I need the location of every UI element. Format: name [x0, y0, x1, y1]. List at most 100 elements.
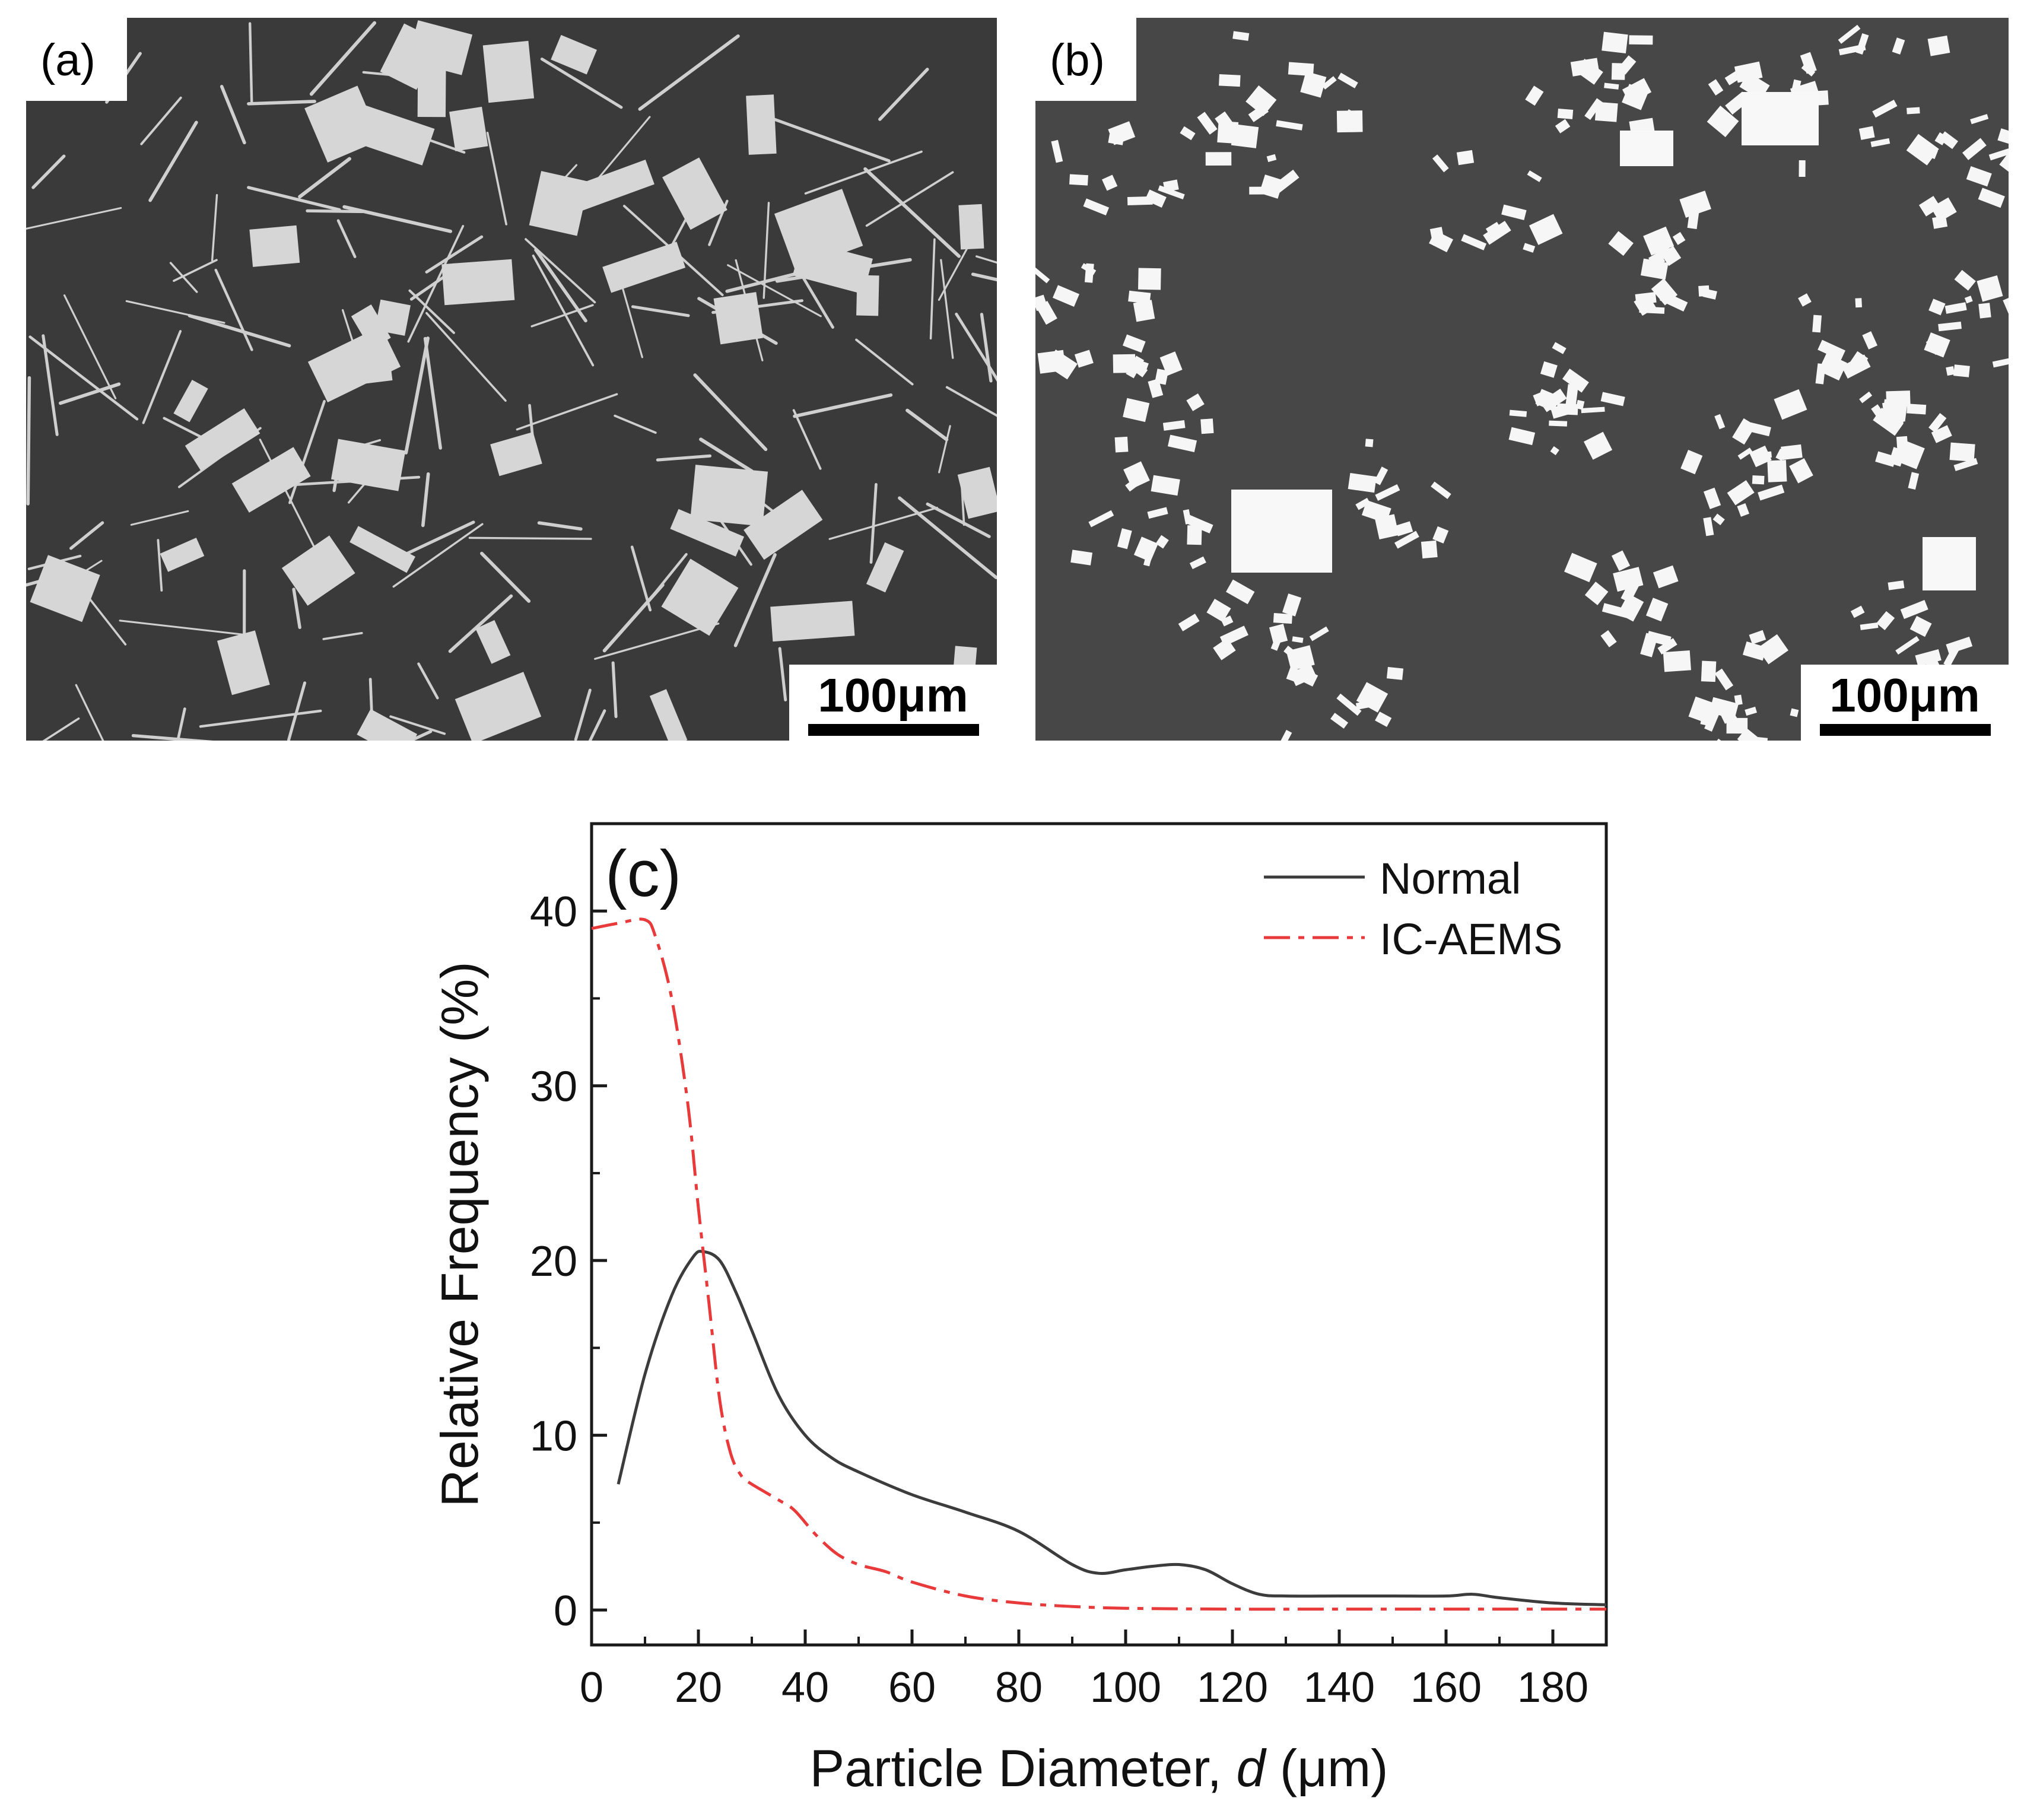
bright-particle — [1456, 150, 1475, 166]
block-particle — [249, 225, 300, 267]
bright-particle — [1483, 221, 1511, 245]
bright-particle — [1386, 666, 1404, 680]
bright-particle — [1687, 205, 1700, 230]
y-axis-label: Relative Frequency (%) — [430, 961, 489, 1507]
needle-particle — [619, 280, 643, 358]
bright-particle — [1714, 668, 1734, 691]
needle-particle — [298, 157, 352, 199]
needle-particle — [699, 437, 754, 474]
x-tick-label: 80 — [995, 1664, 1043, 1711]
bright-particle — [1300, 71, 1327, 98]
bright-particle — [1915, 649, 1942, 667]
bright-particle — [1045, 349, 1078, 380]
bright-particle — [1151, 475, 1180, 496]
bright-particle — [1584, 98, 1603, 120]
needle-particle — [63, 294, 117, 399]
bright-particle — [1781, 444, 1803, 460]
block-particle — [713, 292, 763, 345]
bright-particle — [1155, 535, 1169, 549]
scale-bar-b: 100μm — [1801, 665, 2009, 741]
x-tick-label: 160 — [1410, 1664, 1482, 1711]
bright-particle — [1117, 528, 1132, 550]
bright-particle — [1848, 351, 1869, 372]
bright-particle — [1374, 466, 1388, 485]
block-particle — [690, 465, 768, 526]
block-particle — [570, 160, 654, 212]
bright-particle — [1557, 108, 1574, 119]
needle-particle — [148, 120, 198, 202]
needle-particle — [767, 116, 891, 163]
axis-ticks: 0 20 40 60 80 100 120 140 160 180 0 10 20 30 40 — [530, 888, 1588, 1711]
bright-particle — [1081, 263, 1097, 275]
bright-particle — [1737, 728, 1765, 741]
bright-particle — [1977, 275, 2003, 302]
bright-particle — [1137, 268, 1161, 290]
needle-particle — [249, 22, 253, 103]
block-particle — [490, 431, 542, 477]
needle-particle — [389, 715, 446, 735]
bright-particle — [1703, 487, 1721, 510]
bright-particle — [1552, 342, 1567, 354]
bright-particle — [1748, 422, 1771, 437]
bright-particle — [1132, 363, 1148, 377]
bright-particle — [1286, 666, 1301, 683]
bright-particle — [1148, 379, 1164, 398]
bright-particle — [1180, 126, 1196, 141]
bright-particle — [1584, 431, 1613, 460]
bright-particle — [1527, 170, 1542, 182]
needle-particle — [140, 96, 182, 145]
bright-particle — [1757, 634, 1788, 665]
bright-particle — [1629, 35, 1653, 45]
bright-particle — [1147, 507, 1168, 519]
bright-particle — [1604, 82, 1619, 90]
needle-particle — [975, 255, 997, 264]
bright-particle — [1962, 138, 1987, 160]
bright-particle — [1943, 644, 1961, 668]
x-axis-label-unit: (μm) — [1265, 1739, 1388, 1797]
bright-particle — [1907, 404, 1927, 415]
micrograph-panel-b: (b) 100μm — [1035, 18, 2009, 741]
bright-particle — [1565, 384, 1578, 406]
bright-particle — [1618, 593, 1644, 622]
block-particle — [331, 439, 406, 491]
bright-particle — [1374, 514, 1399, 539]
bright-particle — [1163, 179, 1179, 192]
bright-particle — [1799, 160, 1806, 177]
needle-particle — [631, 305, 690, 317]
bright-particle — [1724, 64, 1752, 85]
needle-particle — [602, 583, 665, 653]
bright-particle — [1906, 134, 1939, 166]
x-axis-label-text: Particle Diameter, — [810, 1739, 1237, 1797]
bright-particle — [1909, 615, 1932, 637]
bright-particle — [1575, 58, 1603, 85]
bright-particle — [1938, 321, 1962, 332]
needle-particle — [69, 521, 104, 550]
bright-particle — [1226, 579, 1255, 605]
bright-particle — [1330, 713, 1349, 729]
bright-particle — [1928, 298, 1946, 316]
needle-particle — [247, 186, 341, 212]
bright-particle — [1702, 288, 1717, 300]
panel-c-label: (c) — [605, 837, 681, 910]
needle-particle — [638, 34, 740, 111]
bright-particle — [1680, 449, 1703, 475]
bright-particle — [1336, 110, 1363, 133]
micrograph-a-image — [26, 18, 997, 741]
block-particle — [602, 242, 686, 293]
bright-particle — [1704, 710, 1720, 732]
legend-label-normal: Normal — [1380, 854, 1521, 903]
bright-particle — [1999, 147, 2009, 176]
needle-particle — [130, 510, 189, 526]
bright-particle — [1219, 74, 1241, 87]
bright-particle — [1186, 393, 1205, 411]
needle-particle — [516, 393, 618, 431]
bright-particle — [1421, 540, 1438, 559]
bright-particle — [1953, 458, 1978, 471]
needle-particle — [403, 520, 475, 556]
needle-particle — [614, 414, 657, 434]
bright-particle — [1663, 650, 1691, 672]
needle-particle — [42, 334, 59, 436]
bright-particle — [1970, 114, 1989, 125]
y-tick-label: 10 — [530, 1413, 577, 1460]
bright-particle — [1249, 186, 1264, 195]
